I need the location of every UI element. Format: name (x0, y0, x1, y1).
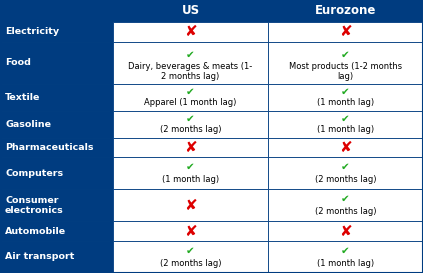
Bar (268, 241, 423, 273)
Text: Apparel (1 month lag): Apparel (1 month lag) (144, 99, 237, 108)
Bar (268, 221, 423, 241)
Text: ✔: ✔ (186, 49, 195, 60)
Text: ✘: ✘ (184, 140, 197, 155)
Bar (113, 111, 268, 138)
Text: ✘: ✘ (184, 198, 197, 213)
Bar (0, 84, 113, 111)
Bar (0, 189, 113, 221)
Text: ✔: ✔ (341, 87, 350, 97)
Bar (0, 221, 113, 241)
Text: ✔: ✔ (341, 114, 350, 124)
Text: Textile: Textile (5, 93, 40, 102)
Text: ✔: ✔ (186, 87, 195, 97)
Bar (113, 189, 268, 221)
Bar (0, 111, 113, 138)
Text: (1 month lag): (1 month lag) (317, 259, 374, 268)
Text: ✔: ✔ (341, 246, 350, 256)
Text: (2 months lag): (2 months lag) (315, 207, 376, 216)
Text: ✔: ✔ (341, 49, 350, 60)
Bar (113, 22, 268, 41)
Text: Most products (1-2 months
lag): Most products (1-2 months lag) (289, 62, 402, 81)
Text: ✘: ✘ (339, 140, 352, 155)
Bar (268, 84, 423, 111)
Text: ✔: ✔ (186, 246, 195, 256)
Text: ✔: ✔ (341, 194, 350, 204)
Text: Dairy, beverages & meats (1-
2 months lag): Dairy, beverages & meats (1- 2 months la… (128, 62, 253, 81)
Text: Air transport: Air transport (5, 253, 74, 262)
Bar (268, 189, 423, 221)
Bar (0, 241, 113, 273)
Bar (268, 157, 423, 189)
Bar (268, 0, 423, 22)
Text: Food: Food (5, 58, 31, 67)
Text: ✘: ✘ (339, 24, 352, 39)
Bar (268, 22, 423, 41)
Text: Computers: Computers (5, 169, 63, 178)
Bar (268, 111, 423, 138)
Bar (0, 157, 113, 189)
Text: (1 month lag): (1 month lag) (317, 125, 374, 134)
Text: Gasoline: Gasoline (5, 120, 51, 129)
Bar (113, 157, 268, 189)
Text: (2 months lag): (2 months lag) (160, 259, 221, 268)
Bar (0, 41, 113, 84)
Text: Consumer
electronics: Consumer electronics (5, 196, 64, 215)
Bar (113, 0, 268, 22)
Text: US: US (181, 4, 200, 17)
Text: ✔: ✔ (341, 162, 350, 172)
Bar (268, 41, 423, 84)
Bar (113, 41, 268, 84)
Text: (1 month lag): (1 month lag) (162, 175, 219, 184)
Bar (0, 138, 113, 157)
Bar (113, 138, 268, 157)
Text: (1 month lag): (1 month lag) (317, 99, 374, 108)
Bar (268, 138, 423, 157)
Text: (2 months lag): (2 months lag) (160, 125, 221, 134)
Text: ✔: ✔ (186, 162, 195, 172)
Text: ✘: ✘ (184, 224, 197, 239)
Bar (0, 0, 113, 22)
Text: (2 months lag): (2 months lag) (315, 175, 376, 184)
Bar (113, 84, 268, 111)
Text: ✔: ✔ (186, 114, 195, 124)
Text: Automobile: Automobile (5, 227, 66, 236)
Text: ✘: ✘ (339, 224, 352, 239)
Text: ✘: ✘ (184, 24, 197, 39)
Text: Pharmaceuticals: Pharmaceuticals (5, 143, 93, 152)
Bar (113, 241, 268, 273)
Bar (0, 22, 113, 41)
Bar (113, 221, 268, 241)
Text: Eurozone: Eurozone (315, 4, 376, 17)
Text: Electricity: Electricity (5, 27, 59, 36)
